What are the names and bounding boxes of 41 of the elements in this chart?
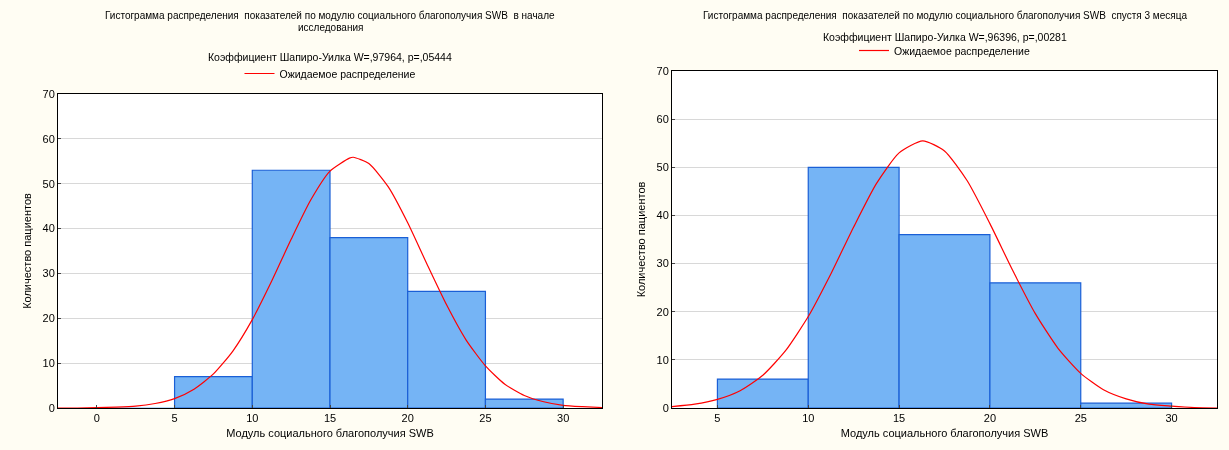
x-tick-label: 20 [401,412,414,425]
x-tick-label: 15 [892,412,906,425]
legend-label: Ожидаемое распределение [894,44,1030,57]
x-axis-title: Модуль социального благополучия SWB [840,427,1049,440]
x-axis-title: Модуль социального благополучия SWB [226,427,434,440]
y-tick-label: 30 [42,267,55,280]
y-tick-label: 40 [656,209,669,222]
x-tick-label: 20 [983,412,997,425]
x-tick-label: 25 [479,412,492,425]
x-tick-label: 10 [246,412,259,425]
y-tick-label: 40 [42,222,55,235]
y-tick-label: 50 [42,177,55,190]
x-tick-label: 10 [802,412,815,425]
y-tick-label: 0 [662,401,669,414]
y-tick-label: 70 [656,64,669,77]
x-tick-label: 25 [1074,412,1087,425]
x-tick-label: 0 [93,412,100,425]
y-tick-label: 30 [656,257,669,270]
y-axis-title: Количество пациентов [21,192,34,309]
x-tick-label: 30 [1165,412,1178,425]
line-series [58,156,602,408]
y-tick-label: 10 [656,353,669,366]
chart-title: Гистограмма распределения показателей по модулю социального благополучия SWB в начале исследования [105,10,555,33]
chart-subtitle: Коэффициент Шапиро-Уилка W=,97964, p=,05444 [208,51,452,63]
y-tick-label: 60 [42,132,55,145]
chart-title: Гистограмма распределения показателей по модулю социального благополучия SWB спустя 3 месяца [703,10,1188,21]
y-tick-label: 20 [656,305,669,318]
line-series [672,140,1217,408]
y-axis-title: Количество пациентов [635,181,648,298]
y-tick-label: 70 [42,87,55,100]
x-tick-label: 5 [171,412,178,425]
x-tick-label: 5 [714,412,721,425]
y-tick-label: 20 [42,312,55,325]
y-tick-label: 0 [48,401,55,414]
legend-label: Ожидаемое распределение [279,67,416,80]
x-tick-label: 30 [557,412,570,425]
chart-subtitle: Коэффициент Шапиро-Уилка W=,96396, p=,00281 [823,31,1067,43]
y-tick-label: 10 [42,356,55,369]
y-tick-label: 50 [656,161,669,174]
x-tick-label: 15 [323,412,337,425]
y-tick-label: 60 [656,112,669,125]
